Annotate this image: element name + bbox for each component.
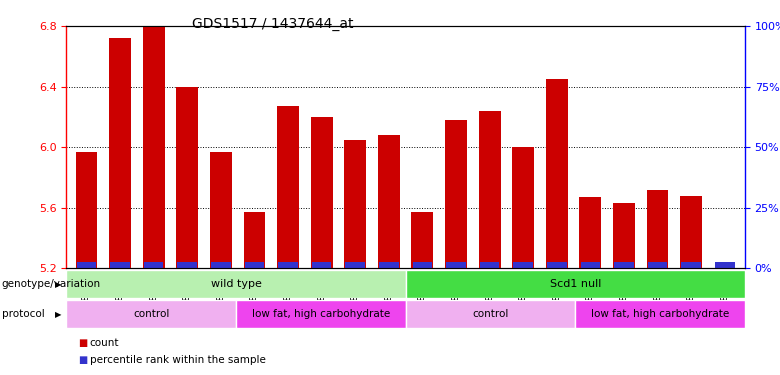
Bar bbox=[647, 262, 668, 268]
Text: low fat, high carbohydrate: low fat, high carbohydrate bbox=[252, 309, 390, 319]
Bar bbox=[109, 38, 131, 268]
Bar bbox=[480, 262, 499, 268]
Text: ■: ■ bbox=[78, 338, 87, 348]
Text: GDS1517 / 1437644_at: GDS1517 / 1437644_at bbox=[192, 17, 354, 31]
Bar bbox=[512, 147, 534, 268]
Bar bbox=[312, 262, 332, 268]
Bar bbox=[277, 106, 299, 268]
Bar bbox=[513, 262, 533, 268]
Bar bbox=[445, 120, 467, 268]
Bar bbox=[177, 262, 197, 268]
Bar bbox=[546, 79, 568, 268]
Bar bbox=[647, 189, 668, 268]
Bar bbox=[580, 262, 600, 268]
Bar bbox=[406, 270, 745, 298]
Bar bbox=[479, 111, 501, 268]
Text: protocol: protocol bbox=[2, 309, 44, 319]
Bar bbox=[176, 87, 198, 268]
Bar bbox=[614, 262, 634, 268]
Bar bbox=[446, 262, 466, 268]
Bar bbox=[211, 262, 231, 268]
Bar bbox=[406, 300, 576, 328]
Text: ■: ■ bbox=[78, 355, 87, 365]
Text: control: control bbox=[472, 309, 509, 319]
Text: ▶: ▶ bbox=[55, 280, 62, 289]
Bar bbox=[379, 262, 399, 268]
Bar bbox=[210, 152, 232, 268]
Bar bbox=[76, 262, 96, 268]
Bar bbox=[278, 262, 298, 268]
Bar bbox=[66, 270, 406, 298]
Text: low fat, high carbohydrate: low fat, high carbohydrate bbox=[591, 309, 729, 319]
Text: genotype/variation: genotype/variation bbox=[2, 279, 101, 289]
Text: percentile rank within the sample: percentile rank within the sample bbox=[90, 355, 265, 365]
Bar bbox=[76, 152, 98, 268]
Bar bbox=[236, 300, 406, 328]
Text: ▶: ▶ bbox=[55, 310, 62, 319]
Bar bbox=[547, 262, 566, 268]
Bar bbox=[310, 117, 332, 268]
Bar bbox=[110, 262, 130, 268]
Text: wild type: wild type bbox=[211, 279, 261, 289]
Bar bbox=[243, 212, 265, 268]
Bar bbox=[66, 300, 236, 328]
Text: Scd1 null: Scd1 null bbox=[550, 279, 601, 289]
Bar bbox=[144, 262, 164, 268]
Bar bbox=[681, 262, 701, 268]
Bar bbox=[378, 135, 399, 268]
Bar bbox=[245, 262, 264, 268]
Bar bbox=[143, 26, 165, 268]
Bar bbox=[715, 262, 735, 268]
Bar bbox=[613, 203, 635, 268]
Text: control: control bbox=[133, 309, 169, 319]
Bar bbox=[412, 212, 434, 268]
Bar bbox=[413, 262, 432, 268]
Text: count: count bbox=[90, 338, 119, 348]
Bar bbox=[680, 196, 702, 268]
Bar bbox=[346, 262, 365, 268]
Bar bbox=[344, 140, 366, 268]
Bar bbox=[580, 197, 601, 268]
Bar bbox=[576, 300, 745, 328]
